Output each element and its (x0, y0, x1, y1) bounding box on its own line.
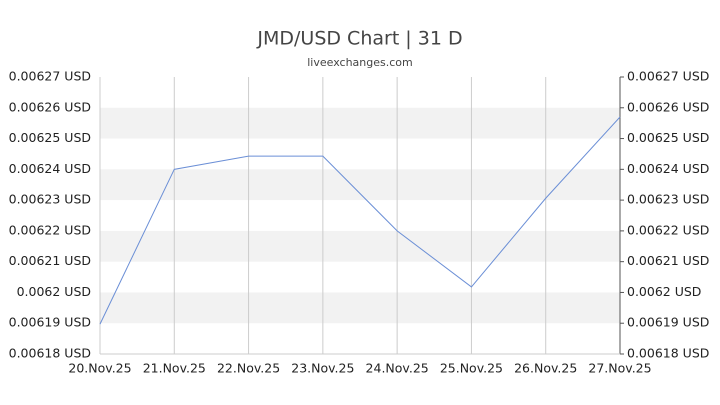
y2-tick-label: 0.00625 USD (627, 130, 709, 145)
x-tick-label: 24.Nov.25 (366, 361, 429, 376)
grid-band (100, 107, 620, 139)
y2-tick-label: 0.00623 USD (627, 192, 709, 207)
y-tick-label: 0.00621 USD (9, 253, 91, 268)
y2-tick-label: 0.00627 USD (627, 69, 709, 84)
y2-tick-label: 0.00618 USD (627, 346, 709, 361)
y2-tick-label: 0.00621 USD (627, 253, 709, 268)
chart-subtitle: liveexchanges.com (307, 56, 412, 69)
y-tick-label: 0.00622 USD (9, 222, 91, 237)
grid-band (100, 292, 620, 324)
x-tick-label: 25.Nov.25 (440, 361, 503, 376)
y-tick-label: 0.00627 USD (9, 69, 91, 84)
line-series (99, 116, 621, 325)
y-tick-label: 0.00624 USD (9, 161, 91, 176)
y-tick-label: 0.00626 USD (9, 99, 91, 114)
grid-band (100, 230, 620, 262)
x-tick-label: 27.Nov.25 (588, 361, 651, 376)
x-tick-label: 20.Nov.25 (68, 361, 131, 376)
y2-tick-label: 0.00619 USD (627, 315, 709, 330)
y-tick-label: 0.0062 USD (17, 284, 91, 299)
x-tick-label: 21.Nov.25 (143, 361, 206, 376)
x-tick-label: 22.Nov.25 (217, 361, 280, 376)
chart-title: JMD/USD Chart | 31 D (256, 28, 462, 50)
y2-tick-label: 0.00626 USD (627, 99, 709, 114)
y2-tick-label: 0.00624 USD (627, 161, 709, 176)
y-tick-label: 0.00619 USD (9, 315, 91, 330)
x-tick-label: 23.Nov.25 (291, 361, 354, 376)
y2-tick-label: 0.00622 USD (627, 222, 709, 237)
y-tick-label: 0.00623 USD (9, 192, 91, 207)
grid-band (100, 169, 620, 201)
y-tick-label: 0.00618 USD (9, 346, 91, 361)
x-tick-label: 26.Nov.25 (514, 361, 577, 376)
y-tick-label: 0.00625 USD (9, 130, 91, 145)
y2-tick-label: 0.0062 USD (627, 284, 701, 299)
